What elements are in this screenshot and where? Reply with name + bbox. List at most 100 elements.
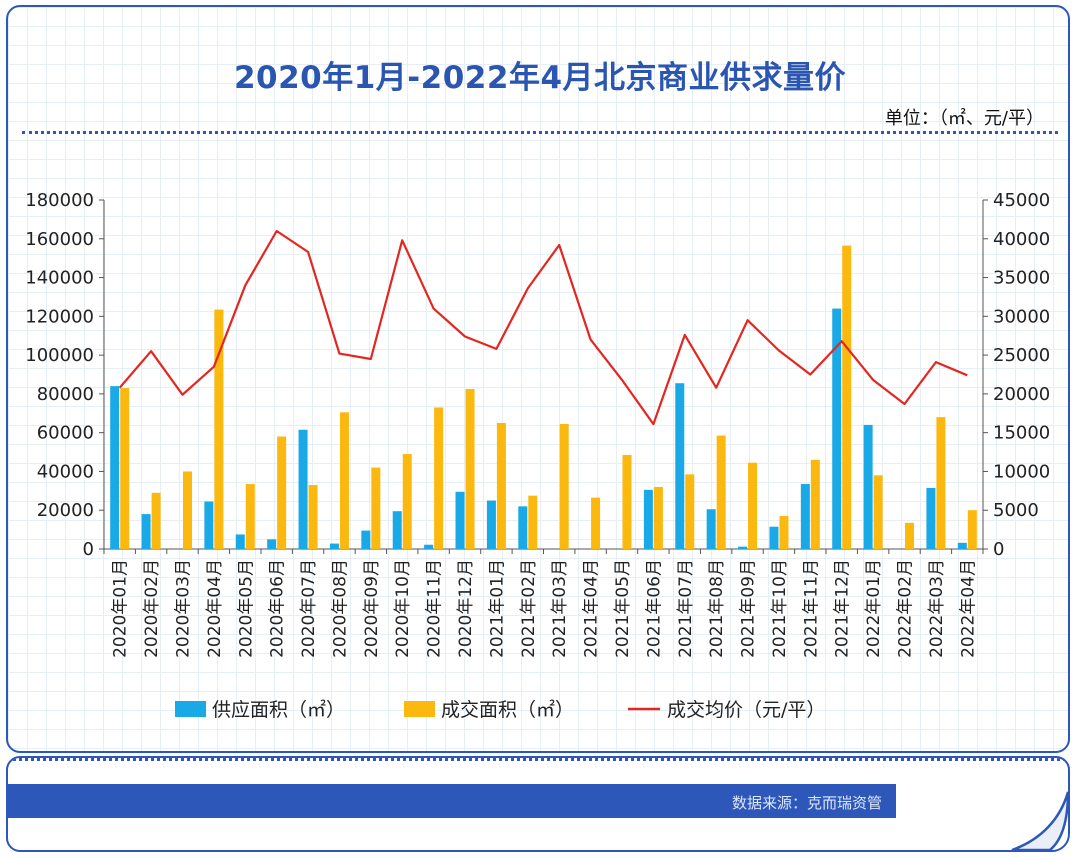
- divider-bottom: [8, 758, 1068, 761]
- bar-deal: [308, 485, 318, 549]
- bar-supply: [455, 491, 465, 549]
- y-left-tick-label: 180000: [25, 190, 94, 211]
- unit-label: 单位：（㎡、元/平）: [884, 108, 1044, 129]
- bar-supply: [204, 501, 214, 549]
- bar-supply: [832, 308, 842, 549]
- x-tick-label: 2021年03月: [550, 559, 570, 658]
- bar-deal: [120, 388, 130, 549]
- bar-deal: [528, 495, 538, 549]
- bar-supply: [863, 424, 873, 549]
- bar-supply: [267, 539, 277, 549]
- bar-deal: [810, 459, 820, 549]
- y-left-tick-label: 40000: [37, 461, 94, 482]
- legend-label-supply: 供应面积（㎡）: [212, 698, 345, 721]
- x-tick-label: 2021年10月: [770, 559, 790, 658]
- legend-swatch-supply: [175, 701, 206, 717]
- bar-supply: [706, 509, 716, 549]
- bar-deal: [905, 522, 915, 549]
- x-tick-label: 2022年04月: [958, 559, 978, 658]
- y-right-tick-label: 40000: [993, 229, 1050, 250]
- bar-deal: [496, 422, 506, 549]
- y-left-tick-label: 0: [83, 539, 94, 560]
- y-left-tick-label: 80000: [37, 384, 94, 405]
- bar-supply: [675, 383, 685, 549]
- x-tick-label: 2021年06月: [644, 559, 664, 658]
- y-right-tick-label: 15000: [993, 423, 1050, 444]
- bar-supply: [926, 487, 936, 549]
- bar-deal: [402, 453, 412, 549]
- bar-deal: [967, 510, 977, 549]
- y-right-tick-label: 30000: [993, 306, 1050, 327]
- x-tick-label: 2022年03月: [927, 559, 947, 658]
- bar-supply: [298, 429, 308, 549]
- x-tick-label: 2020年03月: [173, 559, 193, 658]
- bar-deal: [277, 436, 287, 549]
- x-tick-label: 2021年08月: [707, 559, 727, 658]
- bar-supply: [800, 484, 810, 549]
- x-tick-label: 2021年01月: [487, 559, 507, 658]
- x-tick-label: 2020年12月: [456, 559, 476, 658]
- x-tick-label: 2021年07月: [676, 559, 696, 658]
- legend: 供应面积（㎡） 成交面积（㎡） 成交均价（元/平）: [175, 698, 825, 721]
- divider-top: [22, 131, 1058, 134]
- y-right-tick-label: 5000: [993, 500, 1039, 521]
- x-tick-label: 2021年12月: [833, 559, 853, 658]
- y-left-tick-label: 20000: [37, 500, 94, 521]
- bar-deal: [339, 412, 349, 549]
- x-tick-label: 2020年05月: [236, 559, 256, 658]
- labels-group: 0200004000060000800001000001200001400001…: [25, 190, 1050, 658]
- bar-supply: [329, 543, 339, 549]
- x-tick-label: 2021年02月: [519, 559, 539, 658]
- y-left-tick-label: 160000: [25, 229, 94, 250]
- y-left-tick-label: 60000: [37, 423, 94, 444]
- x-tick-label: 2020年02月: [142, 559, 162, 658]
- bar-deal: [748, 462, 758, 549]
- x-tick-label: 2022年02月: [896, 559, 916, 658]
- bar-supply: [643, 489, 653, 549]
- bar-supply: [424, 544, 434, 549]
- bar-deal: [936, 417, 946, 549]
- x-tick-label: 2020年06月: [268, 559, 288, 658]
- page-curl-icon: [1011, 791, 1070, 852]
- y-right-tick-label: 45000: [993, 190, 1050, 211]
- y-right-tick-label: 35000: [993, 268, 1050, 289]
- x-tick-label: 2021年05月: [613, 559, 633, 658]
- line-price: [118, 229, 968, 426]
- bar-supply: [392, 511, 402, 549]
- chart-svg: 0200004000060000800001000001200001400001…: [25, 190, 1050, 721]
- bar-supply: [957, 542, 967, 549]
- y-right-tick-label: 10000: [993, 461, 1050, 482]
- x-tick-label: 2020年11月: [425, 559, 445, 658]
- bar-supply: [141, 514, 151, 549]
- y-right-tick-label: 0: [993, 539, 1004, 560]
- bar-supply: [738, 546, 748, 549]
- y-left-tick-label: 120000: [25, 306, 94, 327]
- y-left-tick-label: 100000: [25, 345, 94, 366]
- bar-deal: [182, 471, 192, 549]
- bar-supply: [361, 530, 371, 549]
- x-tick-label: 2020年01月: [111, 559, 131, 658]
- bar-supply: [518, 506, 528, 549]
- bar-supply: [769, 526, 779, 549]
- x-tick-label: 2021年04月: [582, 559, 602, 658]
- bar-deal: [465, 389, 475, 549]
- bar-deal: [151, 492, 161, 549]
- bar-deal: [685, 474, 695, 549]
- x-tick-label: 2020年04月: [205, 559, 225, 658]
- bar-deal: [779, 516, 789, 549]
- bar-deal: [214, 309, 224, 549]
- axes-group: [99, 199, 988, 554]
- bar-deal: [716, 435, 726, 549]
- bar-deal: [245, 484, 255, 549]
- x-tick-label: 2020年07月: [299, 559, 319, 658]
- bar-supply: [110, 386, 120, 549]
- bar-deal: [622, 454, 632, 549]
- y-left-tick-label: 140000: [25, 268, 94, 289]
- x-tick-label: 2020年10月: [393, 559, 413, 658]
- bar-deal: [653, 486, 663, 549]
- x-tick-label: 2020年08月: [330, 559, 350, 658]
- x-tick-label: 2020年09月: [362, 559, 382, 658]
- bar-deal: [371, 467, 381, 549]
- bar-deal: [591, 497, 601, 549]
- legend-swatch-deal: [404, 701, 435, 717]
